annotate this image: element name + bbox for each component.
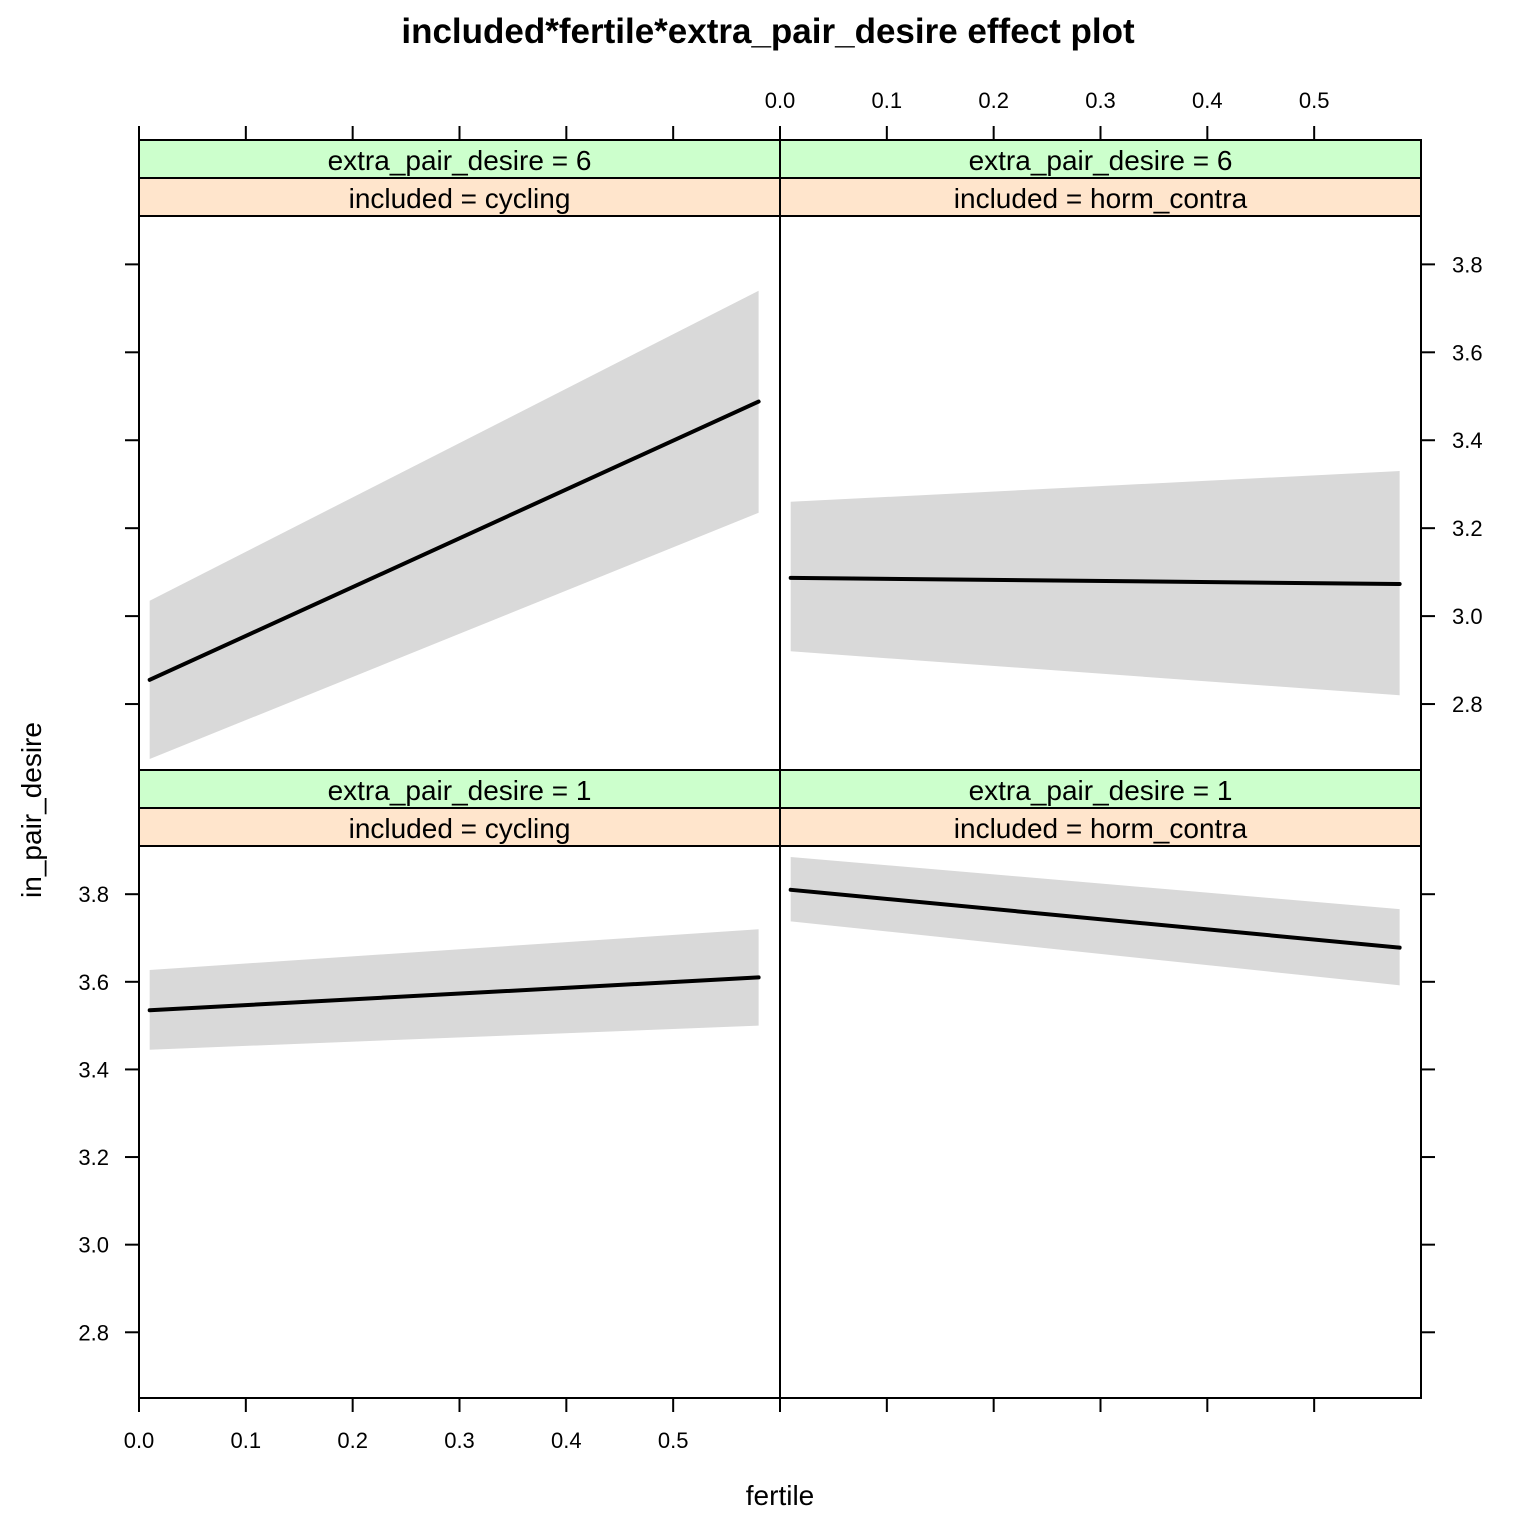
x-tick-label-bottom: 0.4 (551, 1428, 582, 1453)
y-tick-label-left: 2.8 (78, 1320, 109, 1345)
panel-bottom-left-strip-included-label: included = cycling (349, 813, 571, 844)
panel-top-left-strip-included-label: included = cycling (349, 183, 571, 214)
panel-top-left-confidence-band (149, 290, 759, 760)
x-axis-title: fertile (746, 1480, 814, 1511)
panel-bottom-right: extra_pair_desire = 1 included = horm_con… (779, 769, 1422, 1399)
y-tick-label-left: 3.8 (78, 882, 109, 907)
panel-top-left: extra_pair_desire = 6 included = cycling (138, 139, 781, 771)
x-tick-label-bottom: 0.3 (444, 1428, 475, 1453)
panel-bottom-right-strip-included-label: included = horm_contra (954, 813, 1248, 844)
x-tick-label-top: 0.2 (978, 88, 1009, 113)
x-tick-label-top: 0.1 (872, 88, 903, 113)
panel-top-right-strip-extra-pair-desire-label: extra_pair_desire = 6 (969, 145, 1233, 176)
panel-top-left-strip-included (138, 177, 781, 217)
panel-bottom-left-fit-line (147, 975, 761, 1013)
panel-bottom-right-confidence-band (790, 856, 1400, 986)
x-tick-label-bottom: 0.5 (658, 1428, 689, 1453)
panel-bottom-left-strip-extra-pair-desire-label: extra_pair_desire = 1 (328, 775, 592, 806)
y-axis-title: in_pair_desire (16, 722, 47, 898)
y-tick-label-left: 3.6 (78, 970, 109, 995)
y-tick-label-right: 3.6 (1452, 340, 1483, 365)
axes: 0.0 0.0 0.1 0.1 0.2 0.2 0.3 0.3 0.4 0.4 0.5 0.5 2.8 2… (78, 88, 1482, 1453)
panel-top-left-fit-line (147, 399, 761, 682)
panel-top-left-strip-extra-pair-desire-label: extra_pair_desire = 6 (328, 145, 592, 176)
panel-top-right-fit-line (788, 575, 1402, 587)
y-tick-label-left: 3.4 (78, 1057, 109, 1082)
panel-bottom-left-confidence-band (149, 929, 759, 1050)
y-tick-label-right: 3.2 (1452, 516, 1483, 541)
y-tick-label-right: 3.0 (1452, 604, 1483, 629)
x-tick-label-bottom: 0.1 (231, 1428, 262, 1453)
panel-bottom-left-frame (138, 845, 781, 1399)
panel-bottom-right-fit-line (788, 887, 1402, 950)
y-tick-label-right: 3.4 (1452, 428, 1483, 453)
y-tick-label-left: 3.0 (78, 1233, 109, 1258)
y-tick-label-right: 3.8 (1452, 252, 1483, 277)
y-tick-label-right: 2.8 (1452, 692, 1483, 717)
x-tick-label-top: 0.0 (765, 88, 796, 113)
panel-top-right-strip-included-label: included = horm_contra (954, 183, 1248, 214)
panel-top-right-confidence-band (790, 471, 1400, 696)
panel-bottom-right-strip-extra-pair-desire-label: extra_pair_desire = 1 (969, 775, 1233, 806)
y-tick-label-left: 3.2 (78, 1145, 109, 1170)
x-tick-label-bottom: 0.2 (337, 1428, 368, 1453)
panel-bottom-left: extra_pair_desire = 1 included = cycling (138, 769, 781, 1399)
x-tick-label-bottom: 0.0 (124, 1428, 155, 1453)
panel-top-right: extra_pair_desire = 6 included = horm_con… (779, 139, 1422, 771)
chart-title: included*fertile*extra_pair_desire effec… (401, 12, 1135, 51)
x-tick-label-top: 0.5 (1299, 88, 1330, 113)
x-tick-label-top: 0.3 (1085, 88, 1116, 113)
x-tick-label-top: 0.4 (1192, 88, 1223, 113)
